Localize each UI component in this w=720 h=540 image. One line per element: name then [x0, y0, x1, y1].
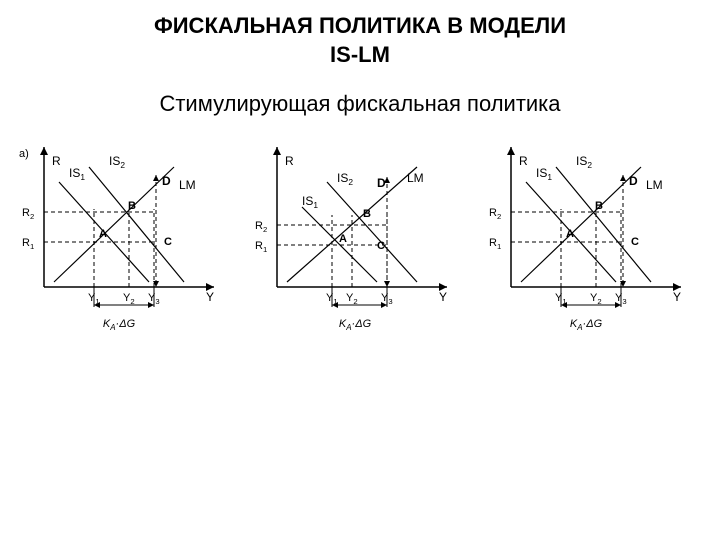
- svg-text:Y: Y: [439, 290, 447, 304]
- title-line-2: IS-LM: [0, 41, 720, 70]
- svg-text:IS2: IS2: [109, 154, 125, 170]
- chart-svg-b: RYIS1IS2LMDR2R1Y1Y2Y3ABCKA·ΔG: [247, 127, 472, 337]
- svg-text:D: D: [162, 174, 171, 188]
- svg-text:A: A: [99, 228, 107, 240]
- chart-svg-c: RYIS1IS2LMDR2R1Y1Y2Y3ABCKA·ΔG: [481, 127, 706, 337]
- svg-text:LM: LM: [407, 171, 424, 185]
- svg-text:IS2: IS2: [337, 171, 353, 187]
- svg-text:Y2: Y2: [590, 292, 602, 306]
- page-title: ФИСКАЛЬНАЯ ПОЛИТИКА В МОДЕЛИ IS-LM: [0, 0, 720, 69]
- svg-text:R2: R2: [255, 220, 267, 234]
- chart-panel-a: а)RYIS1IS2LMDR2R1Y1Y2Y3ABCKA·ΔG: [14, 127, 239, 342]
- svg-text:Y: Y: [673, 290, 681, 304]
- title-line-1: ФИСКАЛЬНАЯ ПОЛИТИКА В МОДЕЛИ: [0, 12, 720, 41]
- svg-text:Y: Y: [206, 290, 214, 304]
- svg-text:D: D: [377, 176, 386, 190]
- svg-text:R1: R1: [489, 237, 501, 251]
- svg-text:R1: R1: [255, 240, 267, 254]
- svg-text:B: B: [363, 208, 371, 220]
- svg-text:C: C: [631, 236, 639, 248]
- svg-text:D: D: [629, 174, 638, 188]
- svg-text:R: R: [519, 154, 528, 168]
- svg-text:Y2: Y2: [123, 292, 135, 306]
- svg-text:R: R: [285, 154, 294, 168]
- svg-text:C: C: [377, 240, 385, 252]
- page-subtitle: Стимулирующая фискальная политика: [0, 69, 720, 127]
- svg-text:IS2: IS2: [576, 154, 592, 170]
- svg-text:R2: R2: [489, 207, 501, 221]
- svg-text:LM: LM: [179, 178, 196, 192]
- svg-text:KA·ΔG: KA·ΔG: [339, 318, 372, 332]
- svg-text:R2: R2: [22, 207, 34, 221]
- chart-panel-b: RYIS1IS2LMDR2R1Y1Y2Y3ABCKA·ΔG: [247, 127, 472, 342]
- svg-text:B: B: [595, 200, 603, 212]
- svg-text:IS1: IS1: [69, 166, 85, 182]
- svg-text:KA·ΔG: KA·ΔG: [103, 318, 136, 332]
- chart-panel-c: RYIS1IS2LMDR2R1Y1Y2Y3ABCKA·ΔG: [481, 127, 706, 342]
- svg-text:IS1: IS1: [536, 166, 552, 182]
- svg-text:LM: LM: [646, 178, 663, 192]
- svg-text:R1: R1: [22, 237, 34, 251]
- svg-text:B: B: [128, 200, 136, 212]
- svg-text:IS1: IS1: [302, 194, 318, 210]
- svg-text:а): а): [19, 148, 29, 160]
- svg-text:KA·ΔG: KA·ΔG: [570, 318, 603, 332]
- svg-text:Y2: Y2: [346, 292, 358, 306]
- svg-text:R: R: [52, 154, 61, 168]
- charts-row: а)RYIS1IS2LMDR2R1Y1Y2Y3ABCKA·ΔG RYIS1IS2…: [0, 127, 720, 342]
- svg-text:A: A: [566, 228, 574, 240]
- svg-text:A: A: [339, 233, 347, 245]
- svg-text:C: C: [164, 236, 172, 248]
- chart-svg-a: а)RYIS1IS2LMDR2R1Y1Y2Y3ABCKA·ΔG: [14, 127, 239, 337]
